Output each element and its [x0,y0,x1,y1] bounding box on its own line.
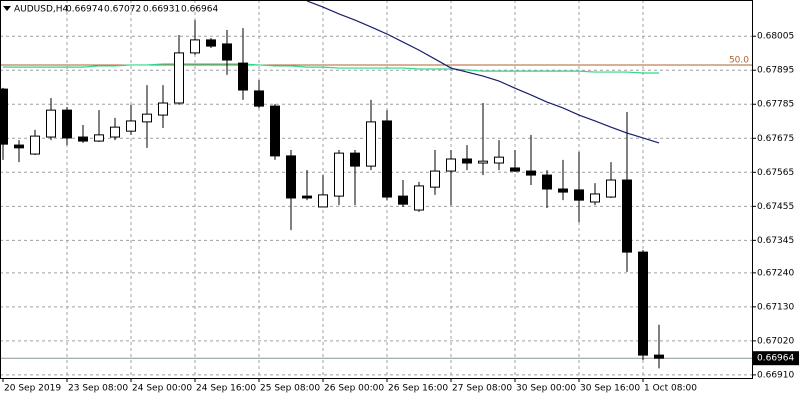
y-tick-label: 0.67130 [757,302,794,312]
level-label: 50.0 [729,55,749,65]
candle-body [542,174,552,190]
y-tick-label: 0.67785 [757,100,794,110]
candle-body [414,185,424,211]
y-tick-label: 0.66910 [757,370,794,380]
x-tick-label: 30 Sep 00:00 [516,384,576,394]
candle-body [62,109,72,139]
plot-frame [0,0,753,379]
axes: 0.68005 0.67895 0.67785 0.67675 0.67565 0.674… [2,32,799,394]
candle-body [238,62,248,91]
candle-body [622,179,632,253]
candle-body [0,88,8,145]
header-low: 0.66931 [143,5,180,15]
x-tick-label: 25 Sep 08:00 [260,384,320,394]
candle-body [638,251,648,356]
candle-body [462,158,472,164]
candle-body [478,160,488,164]
candle-body [14,144,24,149]
bid-label: 0.66964 [757,354,794,364]
y-tick-label: 0.67675 [757,134,794,144]
candle-body [30,135,40,155]
candle-body [286,155,296,199]
candle-body [382,120,392,198]
x-tick-label: 27 Sep 08:00 [452,384,512,394]
y-tick-label: 0.68005 [757,32,794,42]
y-tick-label: 0.67345 [757,236,794,246]
candle-body [654,354,664,359]
candle-body [318,194,328,208]
candle-body [302,195,312,199]
candle-body [158,102,168,116]
candle-body [446,158,456,172]
candle-body [558,188,568,193]
x-tick-label: 23 Sep 08:00 [68,384,128,394]
candle-body [206,39,216,47]
x-tick-label: 30 Sep 16:00 [580,384,640,394]
candle-body [334,152,344,197]
candle-body [126,120,136,132]
candle-body [190,39,200,54]
x-tick-label: 26 Sep 00:00 [324,384,384,394]
candle-body [254,90,264,107]
candle-body [46,109,56,138]
indicator-line [3,63,659,74]
candle-body [270,105,280,157]
header: AUDUSD,H4 0.66974 0.67072 0.66931 0.6696… [14,5,218,15]
header-close: 0.66964 [181,5,218,15]
candle-body [590,193,600,203]
candle-body [430,170,440,188]
symbol: AUDUSD,H4 [14,5,69,15]
candle-body [222,43,232,61]
candle-body [142,113,152,123]
candle-body [526,170,536,176]
bid-label-box [753,351,799,366]
candle-body [366,121,376,167]
y-tick-label: 0.67020 [757,336,794,346]
indicator-line [306,0,660,144]
x-tick-label: 20 Sep 2019 [4,384,61,394]
candle-body [94,134,104,142]
y-tick-label: 0.67455 [757,202,794,212]
plot-area: 50.0 [0,0,752,369]
header-high: 0.67072 [104,5,141,15]
x-tick-label: 1 Oct 08:00 [644,384,697,394]
candle-body [574,189,584,201]
x-tick-label: 26 Sep 16:00 [388,384,448,394]
candle-body [350,152,360,167]
candle-body [78,136,88,142]
candle-body [174,52,184,104]
candle-body [398,195,408,205]
header-open: 0.66974 [66,5,103,15]
y-tick-label: 0.67240 [757,268,794,278]
candle-body [110,126,120,138]
y-tick-label: 0.67895 [757,66,794,76]
menu-arrow[interactable] [3,6,11,11]
x-tick-label: 24 Sep 16:00 [196,384,256,394]
x-tick-label: 24 Sep 00:00 [132,384,192,394]
candle-body [494,156,504,164]
candle-body [606,179,616,198]
y-tick-label: 0.67565 [757,168,794,178]
candle-body [510,167,520,172]
